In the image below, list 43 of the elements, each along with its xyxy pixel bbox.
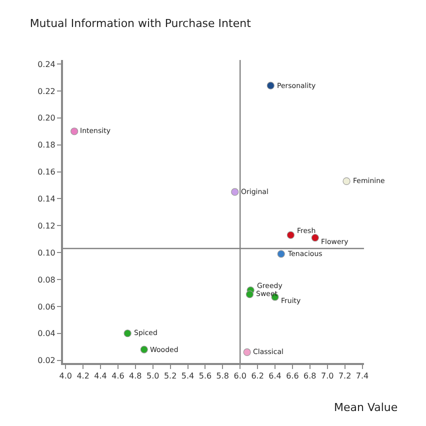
point xyxy=(140,346,148,354)
y-tick-label: 0.20 xyxy=(38,114,56,123)
y-tick-label: 0.06 xyxy=(38,302,56,312)
x-tick-label: 6.8 xyxy=(304,372,316,381)
point xyxy=(342,177,350,185)
x-tick-label: 4.6 xyxy=(112,372,124,381)
y-tick-label: 0.02 xyxy=(38,356,56,366)
point xyxy=(231,188,239,196)
x-tick-label: 5.4 xyxy=(181,372,194,381)
x-tick-label: 7.2 xyxy=(338,372,352,381)
x-tick-label: 4.4 xyxy=(94,372,107,381)
y-tick-label: 0.22 xyxy=(38,86,56,96)
y-tick-label: 0.18 xyxy=(38,140,56,150)
y-tick-label: 0.16 xyxy=(38,168,56,177)
y-tick-label: 0.24 xyxy=(38,60,56,69)
y-tick-label: 0.14 xyxy=(38,194,56,204)
x-tick-label: 5.6 xyxy=(198,372,212,381)
x-tick-label: 5.0 xyxy=(146,372,160,381)
x-tick-label: 4.8 xyxy=(129,372,142,381)
point xyxy=(70,128,78,136)
chart-title: Mutual Information with Purchase Intent xyxy=(30,16,252,30)
point xyxy=(266,82,274,90)
y-tick-label: 0.10 xyxy=(38,248,56,258)
x-tick-label: 7.4 xyxy=(356,372,369,381)
point xyxy=(286,231,295,239)
point xyxy=(246,290,254,298)
y-tick-label: 0.12 xyxy=(38,221,56,230)
x-tick-label: 5.8 xyxy=(216,372,230,381)
x-tick-label: 5.2 xyxy=(164,372,177,381)
x-tick-label: 7.0 xyxy=(320,372,334,381)
y-tick-label: 0.08 xyxy=(38,275,56,284)
y-tick-label: 0.04 xyxy=(38,329,56,338)
x-tick-label: 6.4 xyxy=(268,372,282,381)
x-tick-label: 4.0 xyxy=(59,372,72,381)
point xyxy=(243,348,251,356)
x-axis-title: Mean Value xyxy=(334,401,398,414)
point xyxy=(311,234,319,242)
point xyxy=(124,330,132,338)
x-tick-label: 6.0 xyxy=(234,372,246,381)
point xyxy=(277,250,285,258)
x-tick-label: 4.2 xyxy=(76,372,90,381)
x-tick-label: 6.2 xyxy=(251,372,264,381)
x-tick-label: 6.6 xyxy=(286,372,299,381)
